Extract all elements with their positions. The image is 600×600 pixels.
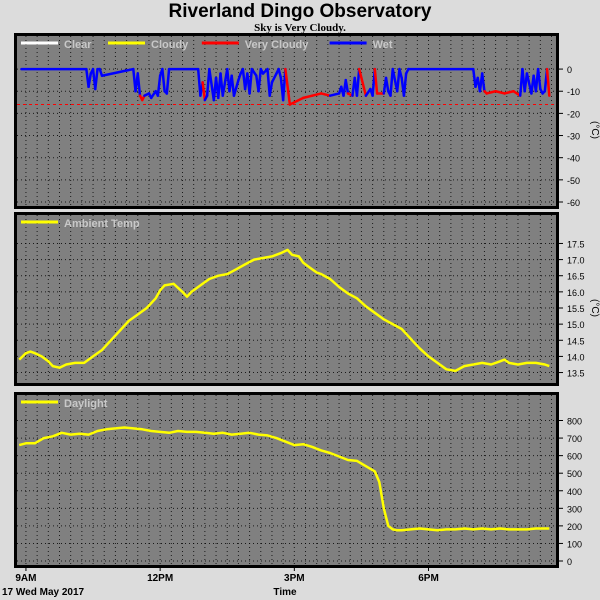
sky-panel: 0 -10 -20 -30 -40 -50 -60 (°C) Clear Cloudy Very C…: [14, 33, 600, 209]
sky-series-segment: [355, 67, 361, 97]
y-tick-label: 800: [567, 417, 582, 427]
y-axis-title: (°C): [589, 121, 600, 139]
sky-series-segment: [480, 72, 486, 93]
legend-label: Cloudy: [151, 39, 189, 51]
panel-background: [17, 215, 556, 383]
sky-series-segment: [248, 67, 254, 95]
sky-series-segment: [402, 72, 408, 97]
sky-series-segment: [357, 67, 368, 97]
y-tick-label: 500: [567, 469, 582, 479]
y-tick-label: 400: [567, 487, 582, 497]
sky-series-segment: [284, 67, 292, 106]
sky-series-segment: [230, 74, 236, 97]
sky-series-segment: [136, 72, 142, 97]
y-tick-label: 14.5: [567, 336, 585, 346]
legend-label: Wet: [373, 39, 393, 51]
time-axis: 9AM 12PM 3PM 6PM: [15, 566, 439, 584]
ambient-series-line: [18, 248, 550, 373]
y-tick-label: -30: [567, 132, 580, 142]
sky-series-segment: [536, 67, 542, 91]
sky-status-subtitle: Sky is Very Cloudy.: [254, 22, 346, 34]
y-tick-label: 700: [567, 434, 582, 444]
y-tick-label: 15.0: [567, 320, 585, 330]
sky-series-segment: [270, 72, 278, 84]
sky-series-segment: [494, 89, 506, 95]
y-tick-label: -20: [567, 109, 580, 119]
sky-series-segment: [319, 92, 332, 97]
sky-series-segment: [503, 89, 515, 95]
y-tick-label: -60: [567, 198, 580, 208]
sky-series-segment: [277, 67, 283, 80]
panel-background: [17, 36, 556, 206]
y-tick-label: -50: [567, 176, 580, 186]
y-tick-label: 15.5: [567, 304, 585, 314]
sky-series-segment: [268, 81, 274, 97]
sky-series-segment: [250, 67, 258, 77]
y-tick-label: 200: [567, 522, 582, 532]
sky-series-segment: [344, 78, 350, 95]
sky-series-segment: [208, 67, 216, 102]
y-tick-label: -10: [567, 87, 580, 97]
y-tick-label: 100: [567, 539, 582, 549]
sky-series-segment: [165, 67, 171, 95]
daylight-series-line: [18, 426, 550, 532]
sky-series-segment: [310, 92, 323, 97]
x-tick-label: 12PM: [147, 573, 173, 584]
legend-label: Daylight: [64, 398, 108, 410]
x-tick-label: 3PM: [284, 573, 305, 584]
sky-series-segment: [94, 67, 99, 91]
time-axis-title: Time: [273, 587, 297, 598]
y-tick-label: -40: [567, 154, 580, 164]
sky-series-segment: [373, 67, 379, 95]
sky-series-segment: [395, 67, 401, 93]
sky-series-segment: [328, 92, 341, 97]
sky-series-segment: [257, 67, 263, 93]
sky-series-segment: [545, 67, 551, 97]
y-tick-label: 0: [567, 557, 572, 567]
x-tick-label: 9AM: [15, 573, 36, 584]
date-label: 17 Wed May 2017: [2, 587, 85, 598]
legend-label: Very Cloudy: [245, 39, 309, 51]
y-tick-label: 17.5: [567, 239, 585, 249]
sky-series-segment: [100, 67, 135, 77]
y-tick-label: 13.5: [567, 369, 585, 379]
y-tick-label: 0: [567, 65, 572, 75]
page-title: Riverland Dingo Observatory: [168, 1, 432, 22]
y-tick-label: 17.0: [567, 256, 585, 266]
daylight-panel: 0 100 200 300 400 500 600 700 800 Daylight: [14, 392, 582, 568]
y-tick-label: 16.5: [567, 272, 585, 282]
sky-series-segment: [87, 72, 93, 89]
legend-label: Ambient Temp: [64, 218, 140, 230]
y-tick-label: 16.0: [567, 288, 585, 298]
legend-label: Clear: [64, 39, 92, 51]
sky-series-segment: [293, 96, 305, 104]
y-tick-label: 300: [567, 504, 582, 514]
sky-series-segment: [398, 67, 403, 80]
x-tick-label: 6PM: [418, 573, 439, 584]
panel-background: [17, 395, 556, 565]
sky-series-segment: [384, 76, 390, 93]
sky-series-segment: [485, 89, 497, 95]
sky-series-segment: [161, 67, 166, 93]
y-tick-label: 600: [567, 452, 582, 462]
sky-series-segment: [302, 94, 314, 100]
sky-series-segment: [156, 74, 162, 97]
sky-series-segment: [201, 81, 207, 102]
y-axis-title: (°C): [589, 299, 600, 317]
y-tick-label: 14.0: [567, 352, 585, 362]
ambient-panel: 13.5 14.0 14.5 15.0 15.5 16.0 16.5 17.0 17.5 (°C)…: [14, 212, 600, 386]
sky-series-segment: [232, 78, 240, 97]
